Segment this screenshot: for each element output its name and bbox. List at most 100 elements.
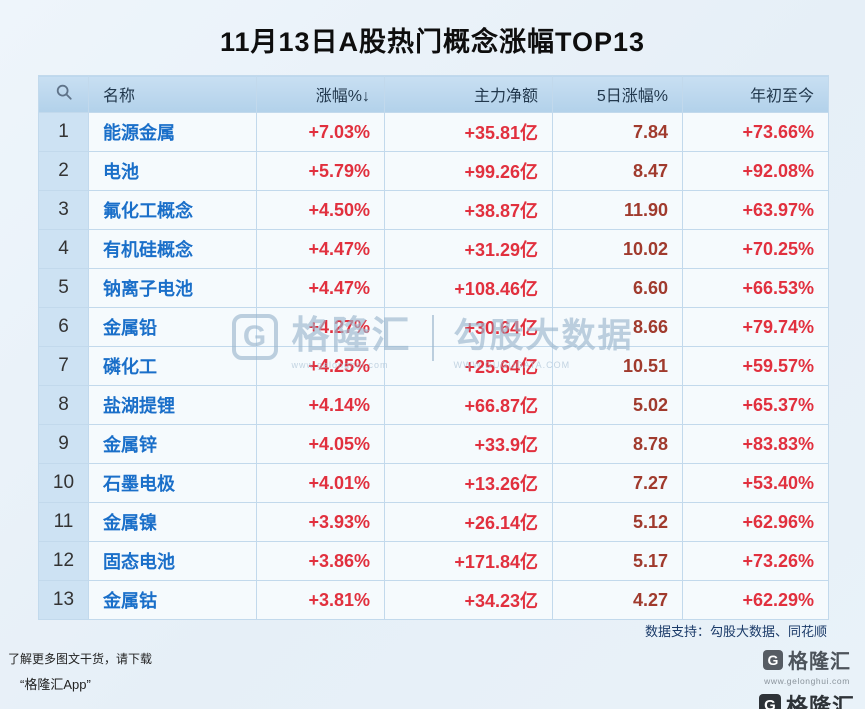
promo-line1: 了解更多图文干货，请下载: [8, 652, 153, 666]
ytd-change-cell: +83.83%: [682, 424, 829, 464]
column-header-main-net[interactable]: 主力净额: [384, 75, 553, 113]
concept-name-cell[interactable]: 金属镍: [88, 502, 257, 542]
concept-name-cell[interactable]: 金属钴: [88, 580, 257, 620]
change-percent-cell: +3.81%: [256, 580, 385, 620]
rank-cell: 11: [38, 502, 89, 542]
ytd-change-cell: +66.53%: [682, 268, 829, 308]
change-percent-cell: +7.03%: [256, 112, 385, 152]
change-percent-cell: +4.25%: [256, 346, 385, 386]
concept-name-cell[interactable]: 金属铅: [88, 307, 257, 347]
table-row: 10 石墨电极 +4.01% +13.26亿 7.27 +53.40%: [38, 463, 829, 503]
table-row: 4 有机硅概念 +4.47% +31.29亿 10.02 +70.25%: [38, 229, 829, 269]
change-percent-cell: +4.01%: [256, 463, 385, 503]
concept-name-cell[interactable]: 氟化工概念: [88, 190, 257, 230]
five-day-change-cell: 7.27: [552, 463, 683, 503]
five-day-change-cell: 7.84: [552, 112, 683, 152]
promo-block: 了解更多图文干货，请下载 “格隆汇App”: [8, 650, 152, 693]
concepts-table-wrap: 名称 涨幅%↓ 主力净额 5日涨幅% 年初至今 1 能源金属 +7.03% +3…: [38, 75, 829, 620]
change-percent-cell: +4.27%: [256, 307, 385, 347]
main-net-amount-cell: +31.29亿: [384, 229, 553, 269]
footer-logo-text-dark: 格隆汇: [785, 694, 855, 709]
main-net-amount-cell: +35.81亿: [384, 112, 553, 152]
change-percent-cell: +4.05%: [256, 424, 385, 464]
footer-logo: G 格隆汇 www.gelonghui.com G 格隆汇: [758, 645, 855, 709]
ytd-change-cell: +92.08%: [682, 151, 829, 191]
table-row: 6 金属铅 +4.27% +30.64亿 8.66 +79.74%: [38, 307, 829, 347]
change-percent-cell: +3.93%: [256, 502, 385, 542]
footer-logo-url: www.gelonghui.com: [764, 676, 850, 686]
concept-name-cell[interactable]: 金属锌: [88, 424, 257, 464]
ytd-change-cell: +53.40%: [682, 463, 829, 503]
footer-logo-text: 格隆汇: [787, 651, 851, 673]
change-percent-cell: +4.50%: [256, 190, 385, 230]
ytd-change-cell: +62.29%: [682, 580, 829, 620]
five-day-change-cell: 11.90: [552, 190, 683, 230]
rank-cell: 1: [38, 112, 89, 152]
rank-cell: 8: [38, 385, 89, 425]
change-percent-cell: +3.86%: [256, 541, 385, 581]
ytd-change-cell: +65.37%: [682, 385, 829, 425]
gelonghui-logo-icon: G: [762, 649, 783, 670]
main-net-amount-cell: +30.64亿: [384, 307, 553, 347]
five-day-change-cell: 10.02: [552, 229, 683, 269]
column-header-name[interactable]: 名称: [88, 75, 257, 113]
main-net-amount-cell: +38.87亿: [384, 190, 553, 230]
main-net-amount-cell: +26.14亿: [384, 502, 553, 542]
five-day-change-cell: 6.60: [552, 268, 683, 308]
concept-name-cell[interactable]: 石墨电极: [88, 463, 257, 503]
table-row: 12 固态电池 +3.86% +171.84亿 5.17 +73.26%: [38, 541, 829, 581]
table-row: 5 钠离子电池 +4.47% +108.46亿 6.60 +66.53%: [38, 268, 829, 308]
concepts-table: 名称 涨幅%↓ 主力净额 5日涨幅% 年初至今 1 能源金属 +7.03% +3…: [38, 75, 829, 620]
concept-name-cell[interactable]: 固态电池: [88, 541, 257, 581]
column-header-change-sorted[interactable]: 涨幅%↓: [256, 75, 385, 113]
rank-cell: 6: [38, 307, 89, 347]
concept-name-cell[interactable]: 盐湖提锂: [88, 385, 257, 425]
rank-cell: 7: [38, 346, 89, 386]
change-percent-cell: +4.14%: [256, 385, 385, 425]
table-row: 8 盐湖提锂 +4.14% +66.87亿 5.02 +65.37%: [38, 385, 829, 425]
concept-name-cell[interactable]: 电池: [88, 151, 257, 191]
ytd-change-cell: +79.74%: [682, 307, 829, 347]
table-row: 2 电池 +5.79% +99.26亿 8.47 +92.08%: [38, 151, 829, 191]
rank-cell: 13: [38, 580, 89, 620]
main-net-amount-cell: +66.87亿: [384, 385, 553, 425]
table-header: 名称 涨幅%↓ 主力净额 5日涨幅% 年初至今: [38, 75, 829, 113]
rank-cell: 5: [38, 268, 89, 308]
main-net-amount-cell: +25.64亿: [384, 346, 553, 386]
search-icon[interactable]: [55, 84, 73, 105]
table-row: 7 磷化工 +4.25% +25.64亿 10.51 +59.57%: [38, 346, 829, 386]
main-net-amount-cell: +13.26亿: [384, 463, 553, 503]
ytd-change-cell: +73.26%: [682, 541, 829, 581]
column-header-ytd[interactable]: 年初至今: [682, 75, 829, 113]
concept-name-cell[interactable]: 钠离子电池: [88, 268, 257, 308]
main-net-amount-cell: +34.23亿: [384, 580, 553, 620]
search-header-cell[interactable]: [38, 75, 89, 113]
concept-name-cell[interactable]: 能源金属: [88, 112, 257, 152]
five-day-change-cell: 8.47: [552, 151, 683, 191]
table-body: 1 能源金属 +7.03% +35.81亿 7.84 +73.66% 2 电池 …: [38, 112, 829, 620]
five-day-change-cell: 8.66: [552, 307, 683, 347]
ytd-change-cell: +70.25%: [682, 229, 829, 269]
ytd-change-cell: +73.66%: [682, 112, 829, 152]
column-header-five-day[interactable]: 5日涨幅%: [552, 75, 683, 113]
main-net-amount-cell: +108.46亿: [384, 268, 553, 308]
ytd-change-cell: +62.96%: [682, 502, 829, 542]
five-day-change-cell: 5.02: [552, 385, 683, 425]
table-row: 9 金属锌 +4.05% +33.9亿 8.78 +83.83%: [38, 424, 829, 464]
concept-name-cell[interactable]: 有机硅概念: [88, 229, 257, 269]
table-row: 13 金属钴 +3.81% +34.23亿 4.27 +62.29%: [38, 580, 829, 620]
ytd-change-cell: +59.57%: [682, 346, 829, 386]
change-percent-cell: +4.47%: [256, 229, 385, 269]
main-net-amount-cell: +99.26亿: [384, 151, 553, 191]
change-percent-cell: +5.79%: [256, 151, 385, 191]
main-net-amount-cell: +171.84亿: [384, 541, 553, 581]
rank-cell: 3: [38, 190, 89, 230]
main-net-amount-cell: +33.9亿: [384, 424, 553, 464]
five-day-change-cell: 10.51: [552, 346, 683, 386]
change-percent-cell: +4.47%: [256, 268, 385, 308]
table-row: 11 金属镍 +3.93% +26.14亿 5.12 +62.96%: [38, 502, 829, 542]
concept-name-cell[interactable]: 磷化工: [88, 346, 257, 386]
five-day-change-cell: 5.12: [552, 502, 683, 542]
data-support-note: 数据支持：勾股大数据、同花顺: [644, 624, 827, 639]
